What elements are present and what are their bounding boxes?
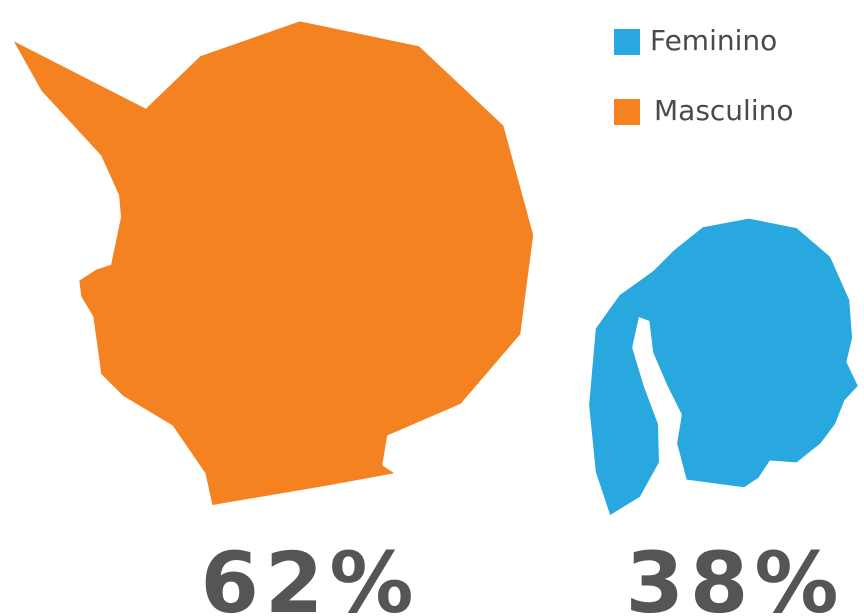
value-label: 62% <box>200 534 419 616</box>
legend-label: Feminino <box>650 24 777 57</box>
value-label: 38% <box>625 534 844 616</box>
silhouette <box>13 21 534 506</box>
legend-swatch <box>614 29 640 55</box>
legend-swatch <box>614 99 640 125</box>
legend-label: Masculino <box>654 94 793 127</box>
silhouette <box>589 218 858 515</box>
